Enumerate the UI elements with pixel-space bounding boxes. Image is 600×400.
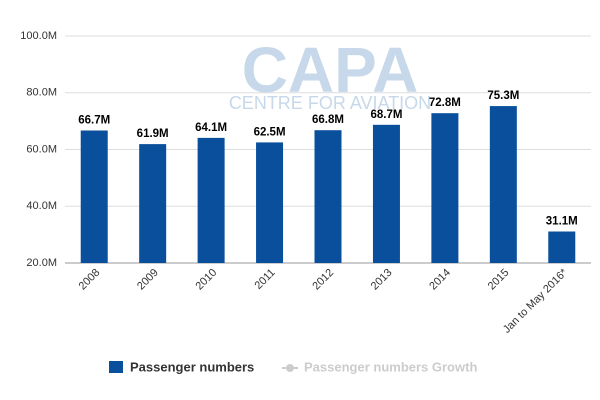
bar [256,142,284,263]
legend-label: Passenger numbers [130,359,254,374]
bar [80,130,108,263]
bar [372,124,400,263]
x-tick-label: 2010 [193,267,219,293]
value-label: 75.3M [487,90,519,102]
bar [548,231,576,263]
x-tick-label: 2015 [486,267,512,293]
x-tick-label: Jan to May 2016* [501,266,571,336]
x-tick-label: 2012 [310,267,336,293]
value-label: 62.5M [254,126,286,138]
legend-swatch [109,361,123,373]
bar [489,106,517,264]
legend-swatch [286,364,294,372]
value-label: 68.7M [370,109,402,121]
bar [139,144,167,263]
watermark-subtitle: CENTRE FOR AVIATION [229,93,431,113]
x-tick-label: 2011 [253,267,278,292]
x-tick-label: 2009 [135,267,161,293]
value-label: 72.8M [429,97,461,109]
y-tick-label: 40.0M [26,200,57,212]
value-label: 66.7M [78,115,110,127]
x-tick-label: 2008 [77,267,103,293]
watermark-title: CAPA [242,34,419,106]
y-tick-label: 80.0M [26,87,57,99]
value-label: 66.8M [312,114,344,126]
value-label: 64.1M [195,122,227,134]
bar [431,113,459,264]
x-tick-label: 2014 [427,267,453,293]
legend-label: Passenger numbers Growth [304,359,477,374]
value-label: 31.1M [546,216,578,228]
value-label: 61.9M [137,128,169,140]
y-tick-label: 20.0M [26,257,57,269]
bar [314,130,342,263]
bar [197,137,225,263]
y-tick-label: 60.0M [26,143,57,155]
x-tick-label: 2013 [369,267,395,293]
y-tick-label: 100.0M [20,30,57,42]
